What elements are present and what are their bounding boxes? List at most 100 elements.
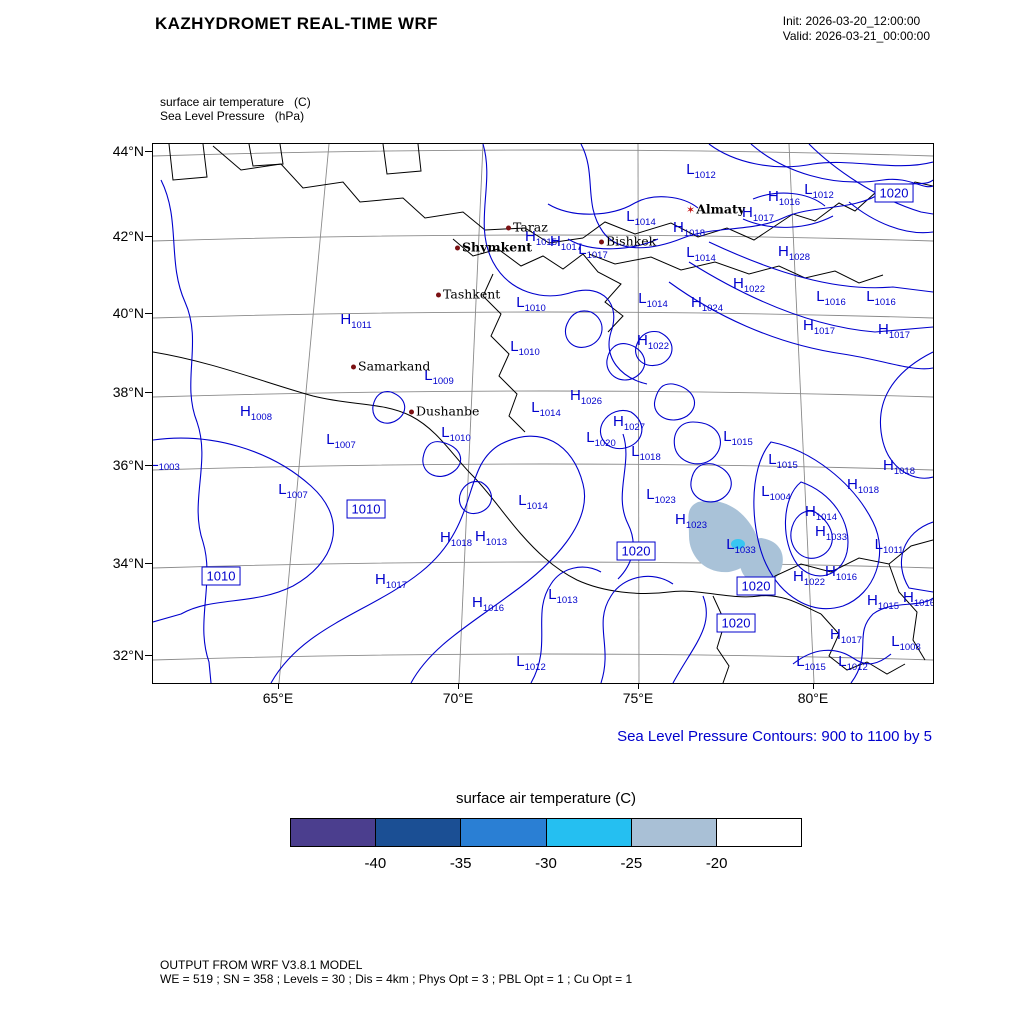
pressure-center-label: L1018 bbox=[631, 442, 661, 463]
pressure-center-label: H1018 bbox=[673, 218, 705, 239]
contour-box-label: 1010 bbox=[201, 566, 241, 586]
pressure-center-label: L1007 bbox=[326, 430, 356, 451]
pressure-center-label: H1017 bbox=[375, 570, 407, 591]
pressure-center-label: L1014 bbox=[626, 207, 656, 228]
lon-tick-mark bbox=[638, 683, 639, 689]
pressure-center-label: L1008 bbox=[891, 632, 921, 653]
pressure-center-label: H1022 bbox=[733, 274, 765, 295]
pressure-center-label: L1014 bbox=[518, 491, 548, 512]
run-times: Init: 2026-03-20_12:00:00 Valid: 2026-03… bbox=[783, 14, 930, 44]
city-dushanbe: Dushanbe bbox=[409, 404, 479, 419]
city-almaty: ✶Almaty bbox=[686, 202, 745, 217]
colorbar-title: surface air temperature (C) bbox=[455, 790, 637, 807]
lat-tick-mark bbox=[145, 236, 152, 237]
city-shymkent: Shymkent bbox=[455, 240, 532, 255]
pressure-center-label: H1022 bbox=[637, 331, 669, 352]
pressure-center-label: L1013 bbox=[548, 585, 578, 606]
city-dot-marker bbox=[599, 239, 604, 245]
lat-tick-label: 34°N bbox=[112, 555, 144, 571]
colorbar-tick-label: -40 bbox=[364, 855, 387, 872]
pressure-center-label: L1009 bbox=[424, 366, 454, 387]
map-overlay: L1012 H1016 L1012 1020 H1017 H1018 L1014 H1028 L… bbox=[153, 144, 933, 683]
contour-caption: Sea Level Pressure Contours: 900 to 1100… bbox=[617, 728, 932, 745]
pressure-center-label: H1026 bbox=[570, 386, 602, 407]
pressure-center-label: H1018 bbox=[847, 475, 879, 496]
city-label: Tashkent bbox=[443, 286, 501, 302]
lat-tick-mark bbox=[145, 151, 152, 152]
pressure-center-label: H1027 bbox=[613, 412, 645, 433]
pressure-center-label: H1008 bbox=[240, 402, 272, 423]
temperature-shading bbox=[688, 500, 783, 583]
lat-tick-mark bbox=[145, 563, 152, 564]
pressure-center-label: H1017 bbox=[803, 316, 835, 337]
pressure-center-label: H1016 bbox=[903, 588, 934, 609]
pressure-center-label: L1014 bbox=[531, 398, 561, 419]
pressure-center-label: L1010 bbox=[441, 423, 471, 444]
pressure-center-label: L1015 bbox=[768, 450, 798, 471]
pressure-center-label: L1033 bbox=[726, 535, 756, 556]
city-label: Dushanbe bbox=[416, 403, 480, 419]
pressure-center-label: H1022 bbox=[793, 567, 825, 588]
contour-box-label: 1020 bbox=[616, 541, 656, 561]
lon-tick-label: 70°E bbox=[442, 690, 474, 706]
pressure-center-label: H1028 bbox=[778, 242, 810, 263]
city-dot-marker bbox=[409, 409, 414, 415]
pressure-contours bbox=[153, 144, 933, 683]
pressure-center-label: L1020 bbox=[586, 428, 616, 449]
colorbar-tick-label: -30 bbox=[535, 855, 557, 872]
city-label: Samarkand bbox=[358, 358, 431, 374]
pressure-center-label: H1023 bbox=[675, 510, 707, 531]
city-dot-marker bbox=[455, 245, 460, 251]
city-label: Bishkek bbox=[606, 233, 657, 249]
pressure-center-label: L1017 bbox=[578, 240, 608, 261]
pressure-center-label: L1015 bbox=[796, 652, 826, 673]
colorbar-tick-label: -20 bbox=[705, 855, 728, 872]
pressure-center-label: L1016 bbox=[816, 287, 846, 308]
lat-tick-label: 36°N bbox=[112, 457, 144, 473]
lon-tick-mark bbox=[813, 683, 814, 689]
colorbar: surface air temperature (C) -40 -35 -30 -25… bbox=[290, 790, 802, 875]
pressure-center-label: H1011 bbox=[340, 310, 372, 331]
lon-tick-mark bbox=[278, 683, 279, 689]
footer-model-line: OUTPUT FROM WRF V3.8.1 MODEL bbox=[160, 958, 363, 972]
lat-tick-mark bbox=[145, 655, 152, 656]
city-dot-marker bbox=[506, 225, 511, 231]
colorbar-tick-label: -35 bbox=[449, 855, 472, 872]
lat-tick-mark bbox=[145, 465, 152, 466]
city-bishkek: Bishkek bbox=[599, 234, 656, 249]
pressure-center-label: H1017 bbox=[830, 625, 862, 646]
lon-tick-label: 65°E bbox=[262, 690, 294, 706]
colorbar-bar bbox=[290, 818, 802, 847]
colorbar-segment bbox=[630, 819, 716, 846]
pressure-center-label: H1017 bbox=[742, 203, 774, 224]
colorbar-labels: -40 -35 -30 -25 -20 bbox=[290, 853, 802, 875]
pressure-center-label: H1015 bbox=[867, 591, 899, 612]
pressure-center-label: L1014 bbox=[638, 289, 668, 310]
colorbar-segment bbox=[545, 819, 631, 846]
footer-config-line: WE = 519 ; SN = 358 ; Levels = 30 ; Dis … bbox=[160, 972, 633, 986]
city-samarkand: Samarkand bbox=[351, 359, 430, 374]
pressure-center-label: L1012 bbox=[516, 652, 546, 673]
pressure-center-label: L1015 bbox=[723, 427, 753, 448]
pressure-center-label: H1014 bbox=[805, 502, 837, 523]
lon-tick-label: 75°E bbox=[622, 690, 654, 706]
colorbar-segment bbox=[460, 819, 546, 846]
lat-tick-label: 32°N bbox=[112, 647, 144, 663]
pressure-center-label: H1018 bbox=[883, 456, 915, 477]
valid-time: Valid: 2026-03-21_00:00:00 bbox=[782, 29, 930, 43]
lat-tick-label: 38°N bbox=[112, 384, 144, 400]
lat-tick-label: 42°N bbox=[112, 228, 144, 244]
pressure-center-label: L1007 bbox=[278, 480, 308, 501]
pressure-center-label: H1016 bbox=[472, 593, 504, 614]
pressure-center-label: L1004 bbox=[761, 482, 791, 503]
pressure-center-label: H1017 bbox=[550, 232, 582, 253]
field-label-pressure: Sea Level Pressure (hPa) bbox=[160, 109, 305, 123]
pressure-center-label: L1003 bbox=[153, 454, 180, 473]
pressure-center-label: H1024 bbox=[691, 293, 723, 314]
map-area: L1012 H1016 L1012 1020 H1017 H1018 L1014 H1028 L… bbox=[113, 143, 934, 706]
colorbar-segment bbox=[375, 819, 461, 846]
pressure-center-label: H1013 bbox=[475, 527, 507, 548]
pressure-center-label: L1012 bbox=[804, 180, 834, 201]
page-title: KAZHYDROMET REAL-TIME WRF bbox=[155, 14, 438, 33]
